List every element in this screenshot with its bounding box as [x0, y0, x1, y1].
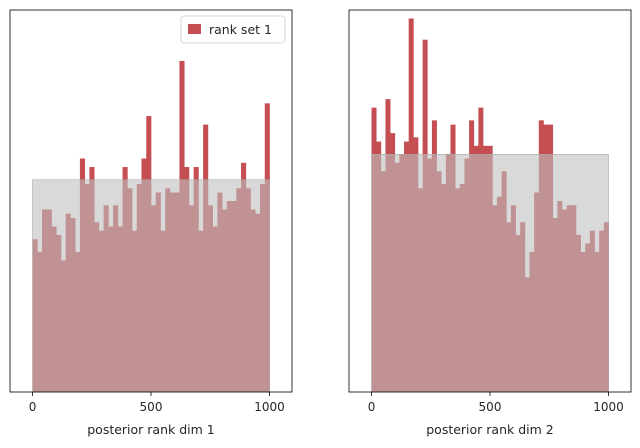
x-tick-label: 0	[368, 400, 376, 414]
x-tick-label: 500	[479, 400, 502, 414]
subplot-2: 0 500 1000 posterior rank dim 2	[348, 9, 632, 437]
expected-uniform-band-1	[32, 179, 270, 393]
x-ticks-1: 0 500 1000	[29, 392, 285, 414]
legend-swatch-rank-set-1	[188, 24, 201, 34]
axes-frame-2	[348, 9, 632, 393]
legend-box	[180, 15, 286, 44]
x-ticks-2: 0 500 1000	[368, 392, 624, 414]
expected-uniform-band-2	[371, 154, 609, 393]
x-tick-label: 500	[140, 400, 163, 414]
legend-label-rank-set-1: rank set 1	[209, 22, 272, 37]
x-axis-label-2: posterior rank dim 2	[426, 422, 554, 437]
legend: rank set 1	[180, 15, 286, 44]
x-tick-label: 0	[29, 400, 37, 414]
axes-frame-1	[9, 9, 293, 393]
x-tick-label: 1000	[254, 400, 285, 414]
x-axis-label-1: posterior rank dim 1	[87, 422, 215, 437]
x-tick-label: 1000	[593, 400, 624, 414]
subplot-1: 0 500 1000 posterior rank dim 1	[9, 9, 293, 437]
